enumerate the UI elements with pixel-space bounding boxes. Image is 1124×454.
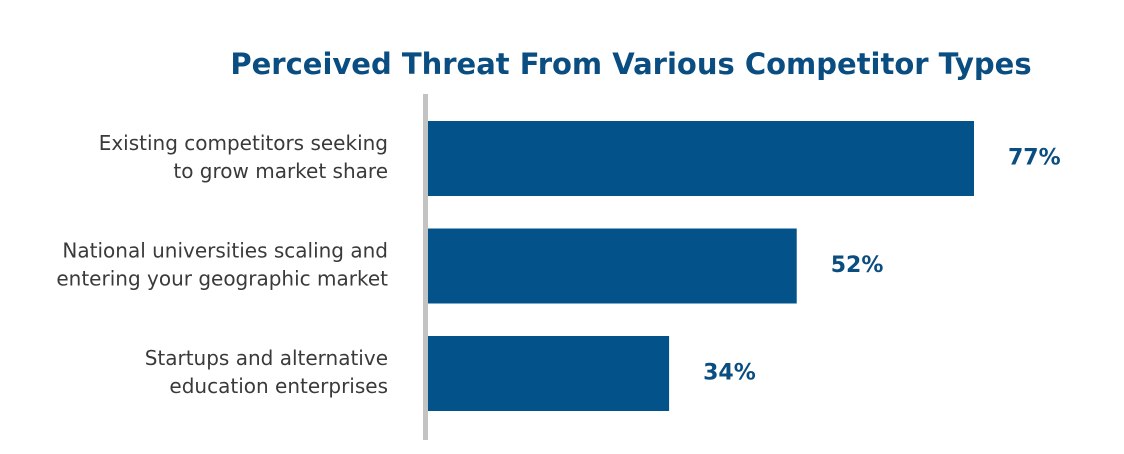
- category-label-line: Existing competitors seeking: [99, 131, 388, 155]
- value-label: 34%: [703, 361, 756, 386]
- category-label-line: Startups and alternative: [145, 346, 388, 370]
- category-label-line: to grow market share: [173, 159, 388, 183]
- value-labels: 77% 52% 34%: [703, 146, 1061, 386]
- bar: [428, 336, 670, 411]
- value-label: 52%: [831, 253, 884, 278]
- bar: [428, 121, 974, 196]
- bar: [428, 228, 797, 304]
- category-label: Startups and alternative education enterp…: [145, 346, 388, 398]
- category-labels: Existing competitors seeking to grow mark…: [56, 131, 388, 398]
- value-label: 77%: [1008, 146, 1061, 171]
- category-label-line: entering your geographic market: [56, 267, 388, 291]
- category-label-line: National universities scaling and: [62, 239, 388, 263]
- category-label-line: education enterprises: [169, 374, 388, 398]
- category-label: National universities scaling and enterin…: [56, 239, 388, 291]
- category-label: Existing competitors seeking to grow mark…: [99, 131, 388, 183]
- chart-title: Perceived Threat From Various Competitor…: [230, 47, 1031, 81]
- bars-layer: [428, 121, 974, 411]
